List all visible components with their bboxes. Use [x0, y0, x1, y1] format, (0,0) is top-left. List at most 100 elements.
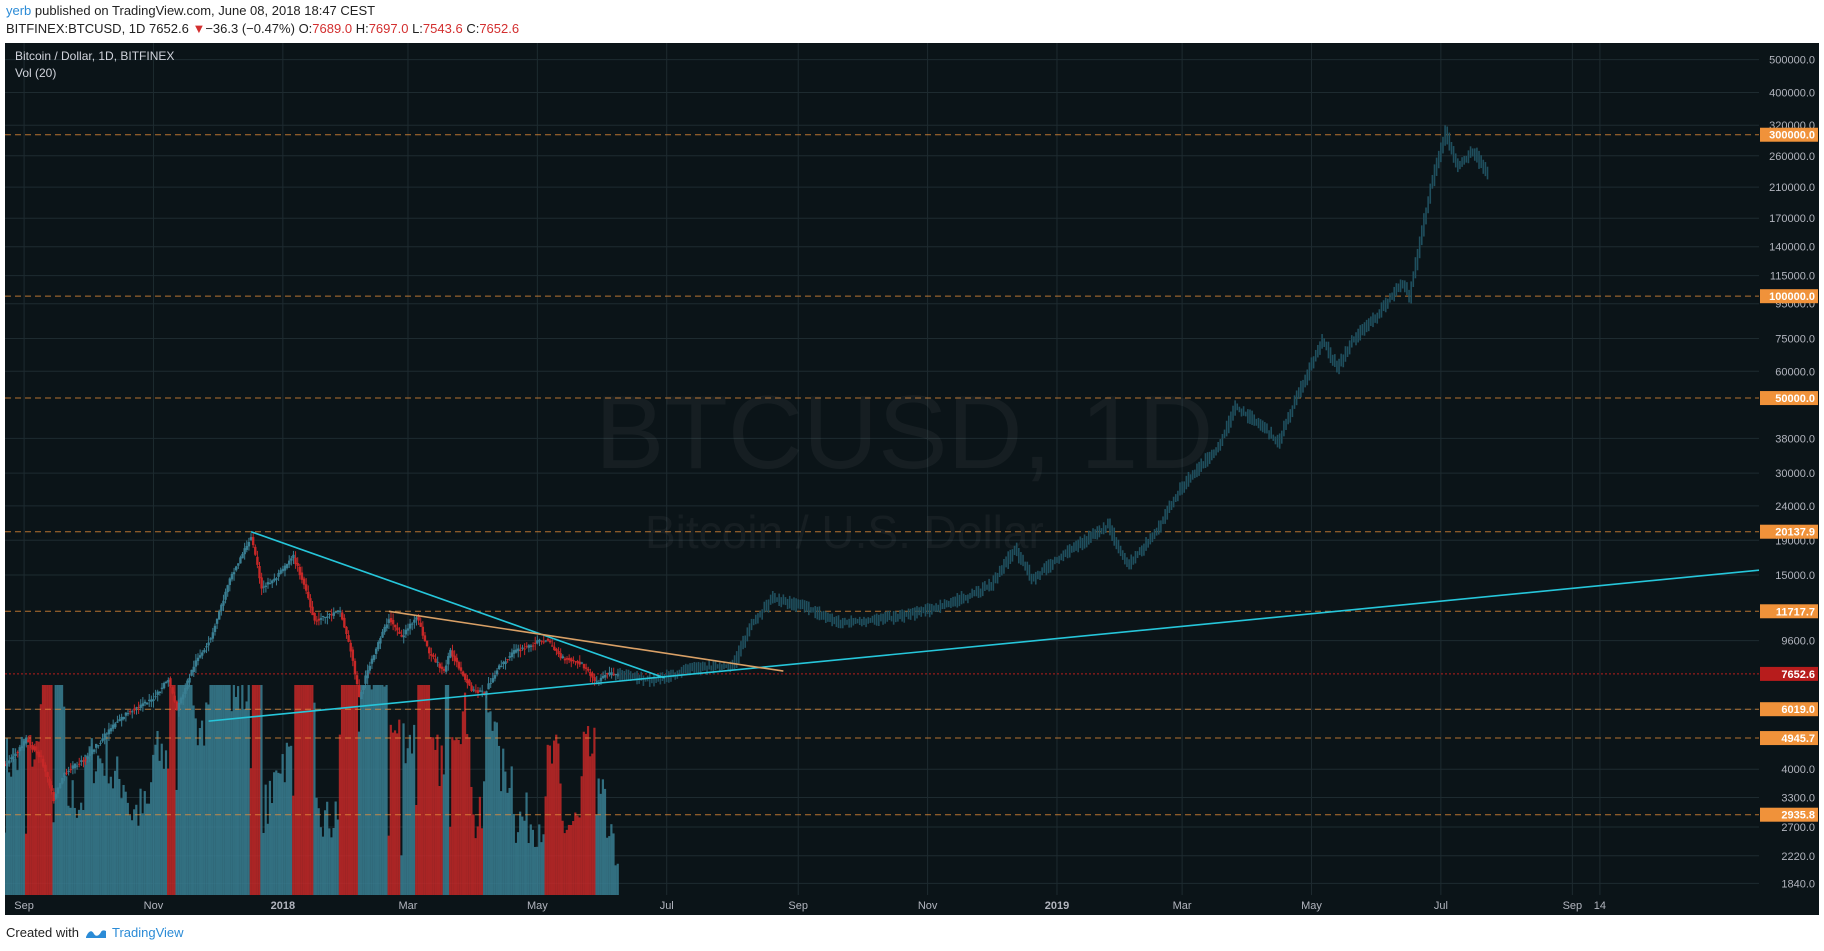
volume-bar	[294, 685, 297, 895]
close-label: C:	[466, 21, 480, 36]
candle-body	[277, 572, 280, 577]
author-link[interactable]: yerb	[6, 3, 32, 18]
volume-bar	[402, 723, 405, 895]
volume-bar	[139, 788, 142, 895]
candle-body	[478, 690, 482, 692]
volume-bar	[387, 835, 390, 895]
price-chart[interactable]: BTCUSD, 1D Bitcoin / U.S. Dollar 500000.…	[5, 43, 1819, 915]
candle-body	[417, 615, 420, 621]
volume-bar	[80, 802, 83, 895]
volume-bar	[220, 685, 223, 895]
candle-body	[604, 675, 607, 678]
volume-bar	[196, 745, 199, 895]
level-badge-bg	[1760, 127, 1818, 142]
price-tick-label: 2700.0	[1781, 822, 1815, 834]
volume-bar	[550, 763, 554, 895]
volume-bar	[593, 727, 596, 895]
down-arrow-icon: ▼	[192, 21, 206, 36]
volume-bar	[468, 737, 471, 895]
volume-bar	[519, 811, 522, 895]
time-tick-label: Sep	[1563, 900, 1583, 912]
candle-body	[239, 557, 242, 564]
low-label: L:	[412, 21, 423, 36]
candle-body	[188, 677, 191, 683]
volume-bar	[516, 832, 520, 895]
candle-body	[315, 620, 318, 622]
candle-body	[20, 746, 24, 749]
candle-body	[122, 716, 125, 720]
volume-bar	[391, 732, 395, 895]
price-axis[interactable]	[1759, 43, 1819, 915]
volume-bar	[84, 754, 87, 895]
candle-body	[92, 749, 96, 752]
volume-bar	[120, 798, 123, 895]
candle-body	[78, 763, 81, 765]
volume-bar	[109, 776, 112, 895]
time-axis-labels: Sep Nov 2018 Mar May Jul Sep Nov 2019 Mar May Jul Se…	[14, 900, 1606, 912]
volume-bar	[126, 802, 129, 895]
candle-body	[296, 563, 299, 566]
candle-body	[10, 757, 13, 760]
volume-bar	[421, 685, 424, 895]
candle-body	[171, 687, 174, 694]
candle-body	[190, 669, 193, 676]
candle-body	[33, 746, 36, 751]
volume-bar	[58, 685, 62, 895]
volume-bar	[10, 776, 13, 895]
candle-body	[222, 600, 225, 606]
candle-body	[402, 635, 405, 638]
candle-body	[387, 619, 391, 623]
volume-bar	[495, 722, 498, 895]
candle-body	[389, 618, 393, 623]
volume-bar	[383, 686, 386, 895]
candle-body	[383, 626, 386, 633]
volume-bar	[37, 741, 40, 895]
time-tick-label: Sep	[788, 900, 808, 912]
volume-bar	[589, 756, 592, 895]
volume-bar	[393, 730, 397, 895]
candle-body	[260, 577, 263, 589]
volume-indicator-label[interactable]: Vol (20)	[15, 66, 56, 80]
tradingview-link[interactable]: TradingView	[85, 925, 184, 940]
candle-body	[5, 763, 9, 767]
candle-body	[466, 678, 469, 684]
candle-body	[608, 672, 611, 675]
candle-body	[181, 694, 185, 700]
level-badge: 100000.0	[1769, 291, 1815, 303]
volume-bar	[319, 827, 322, 895]
last-price-badge: 7652.6	[1781, 669, 1815, 681]
candle-body	[101, 738, 104, 742]
volume-bar	[52, 822, 55, 895]
candle-body	[474, 690, 478, 692]
candle-body	[50, 785, 53, 791]
high-value: 7697.0	[368, 21, 409, 36]
candle-body	[370, 658, 374, 664]
time-axis[interactable]	[5, 895, 1759, 915]
candle-body	[406, 628, 410, 631]
candle-body	[247, 542, 251, 547]
candle-body	[347, 635, 350, 642]
publish-text: published on TradingView.com, June 08, 2…	[34, 3, 376, 18]
candle-body	[179, 697, 183, 704]
level-badge: 11717.7	[1776, 606, 1815, 618]
candle-body	[304, 584, 308, 591]
volume-bar	[20, 736, 23, 895]
volume-bar	[200, 720, 204, 895]
candle-body	[487, 683, 490, 690]
candle-body	[114, 723, 117, 728]
candle-body	[126, 713, 130, 715]
level-badge-bg	[1760, 731, 1818, 746]
candle-body	[430, 653, 433, 656]
candle-body	[156, 691, 159, 695]
time-tick-label: Nov	[918, 900, 938, 912]
candle-body	[517, 648, 520, 652]
candle-body	[56, 787, 60, 794]
symbol-label: BITFINEX:BTCUSD, 1D	[6, 21, 146, 36]
candle-body	[268, 583, 272, 585]
candle-body	[25, 737, 28, 744]
volume-bar	[514, 842, 518, 895]
candle-body	[529, 645, 533, 647]
candle-body	[400, 634, 403, 637]
volume-bar	[497, 745, 501, 895]
price-tick-label: 38000.0	[1775, 433, 1815, 445]
